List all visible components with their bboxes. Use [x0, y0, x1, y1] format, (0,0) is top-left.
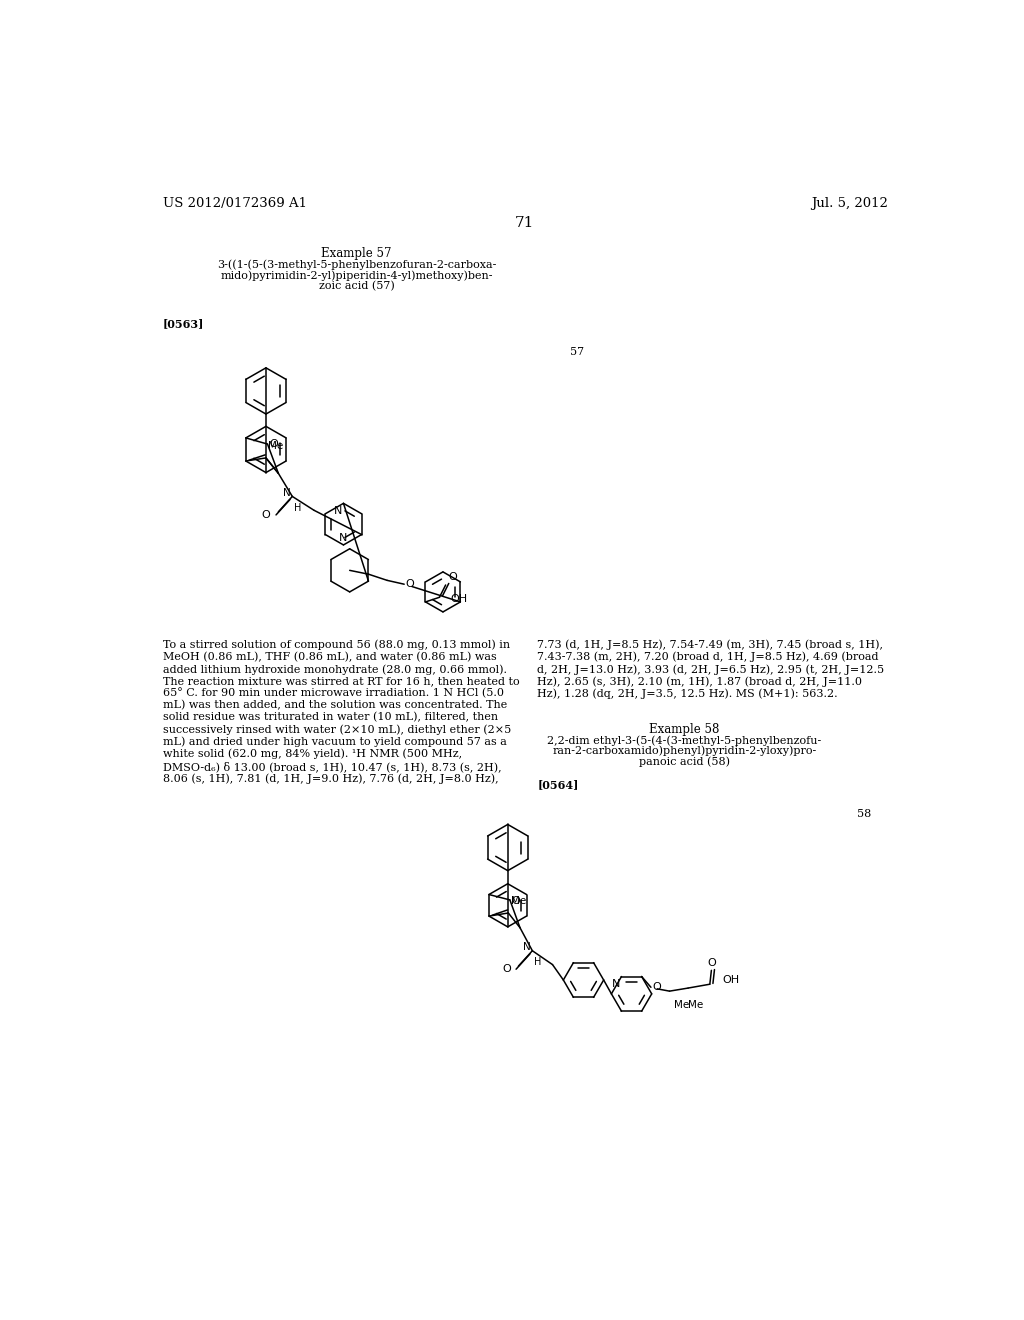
- Text: To a stirred solution of compound 56 (88.0 mg, 0.13 mmol) in
MeOH (0.86 mL), THF: To a stirred solution of compound 56 (88…: [163, 640, 519, 784]
- Text: O: O: [406, 579, 415, 589]
- Text: O: O: [652, 982, 662, 993]
- Text: Me: Me: [511, 896, 526, 906]
- Text: OH: OH: [451, 594, 467, 603]
- Text: H: H: [294, 503, 301, 512]
- Text: N: N: [283, 488, 291, 498]
- Text: zoic acid (57): zoic acid (57): [318, 281, 394, 292]
- Text: O: O: [708, 958, 717, 968]
- Text: O: O: [262, 510, 270, 520]
- Text: O: O: [269, 440, 278, 449]
- Text: 2,2-dim ethyl-3-(5-(4-(3-methyl-5-phenylbenzofu-: 2,2-dim ethyl-3-(5-(4-(3-methyl-5-phenyl…: [547, 735, 821, 746]
- Text: 3-((1-(5-(3-methyl-5-phenylbenzofuran-2-carboxa-: 3-((1-(5-(3-methyl-5-phenylbenzofuran-2-…: [217, 259, 497, 269]
- Text: O: O: [449, 572, 458, 582]
- Text: N: N: [334, 506, 342, 516]
- Text: O: O: [502, 964, 511, 974]
- Text: [0563]: [0563]: [163, 318, 204, 330]
- Text: 57: 57: [569, 347, 584, 356]
- Text: N: N: [339, 533, 348, 543]
- Text: H: H: [534, 957, 542, 966]
- Text: mido)pyrimidin-2-yl)piperidin-4-yl)methoxy)ben-: mido)pyrimidin-2-yl)piperidin-4-yl)metho…: [220, 271, 493, 281]
- Text: Example 58: Example 58: [649, 723, 720, 735]
- Text: Me: Me: [675, 1001, 689, 1010]
- Text: panoic acid (58): panoic acid (58): [639, 756, 730, 767]
- Text: Jul. 5, 2012: Jul. 5, 2012: [811, 197, 888, 210]
- Text: N: N: [611, 979, 620, 989]
- Text: 58: 58: [856, 809, 870, 818]
- Text: N: N: [523, 942, 530, 952]
- Text: US 2012/0172369 A1: US 2012/0172369 A1: [163, 197, 307, 210]
- Text: O: O: [511, 896, 520, 907]
- Text: Me: Me: [688, 1001, 703, 1010]
- Text: ran-2-carboxamido)phenyl)pyridin-2-yloxy)pro-: ran-2-carboxamido)phenyl)pyridin-2-yloxy…: [552, 746, 816, 756]
- Text: OH: OH: [722, 974, 739, 985]
- Text: Example 57: Example 57: [322, 247, 392, 260]
- Text: 71: 71: [515, 216, 535, 230]
- Text: [0564]: [0564]: [538, 779, 579, 789]
- Text: Me: Me: [268, 441, 284, 451]
- Text: 7.73 (d, 1H, J=8.5 Hz), 7.54-7.49 (m, 3H), 7.45 (broad s, 1H),
7.43-7.38 (m, 2H): 7.73 (d, 1H, J=8.5 Hz), 7.54-7.49 (m, 3H…: [538, 640, 885, 700]
